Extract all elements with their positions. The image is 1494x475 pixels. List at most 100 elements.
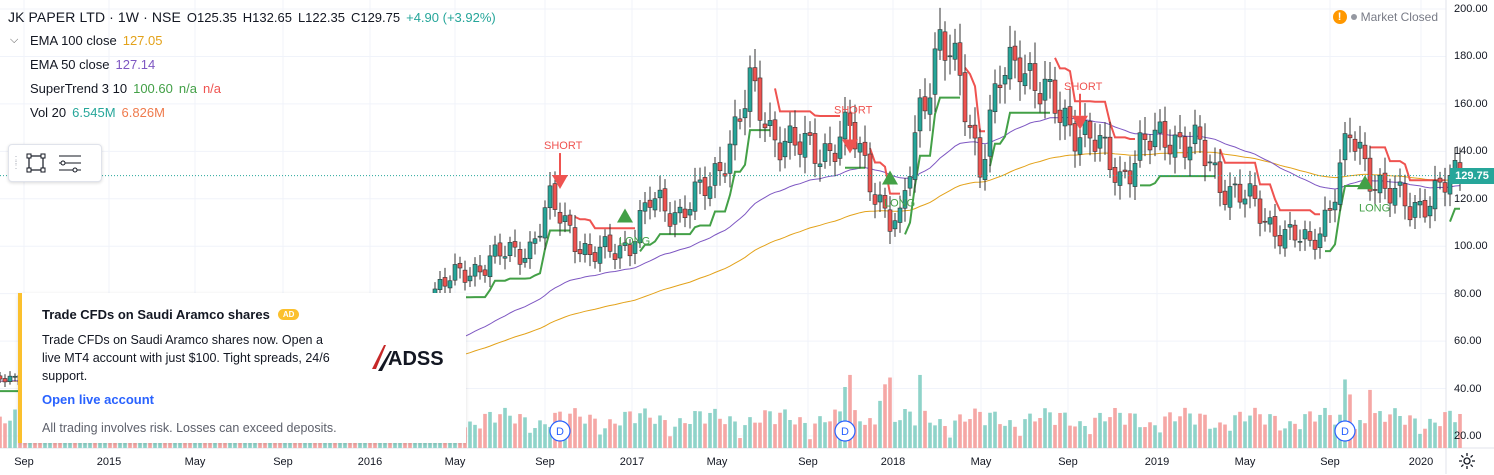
- volume-bar: [3, 423, 7, 448]
- indicator-value: 127.05: [123, 33, 163, 48]
- volume-bar: [1303, 414, 1307, 448]
- price-axis-label: 180.00: [1454, 50, 1488, 62]
- candle-body: [923, 97, 927, 111]
- candle-body: [643, 203, 647, 211]
- drag-handle-icon[interactable]: ⋮⋮: [11, 158, 19, 168]
- volume-bar: [478, 428, 482, 448]
- volume-bar: [1438, 426, 1442, 448]
- volume-bar: [1408, 415, 1412, 448]
- signal-label: SHORT: [1064, 81, 1103, 93]
- candle-body: [928, 98, 932, 114]
- volume-bar: [798, 417, 802, 448]
- candle-body: [1148, 141, 1152, 150]
- volume-bar: [1103, 421, 1107, 448]
- advertisement-card[interactable]: Trade CFDs on Saudi Aramco shares AD Tra…: [18, 293, 466, 443]
- candle-body: [1243, 199, 1247, 204]
- settings-gear-icon[interactable]: [1458, 452, 1476, 470]
- volume-bar: [763, 410, 767, 448]
- volume-bar: [1178, 416, 1182, 448]
- candle-body: [878, 195, 882, 202]
- candle-body: [558, 212, 562, 223]
- volume-bar: [893, 422, 897, 448]
- volume-bar: [953, 421, 957, 448]
- candle-body: [603, 237, 607, 247]
- close-value: C129.75: [351, 10, 400, 25]
- volume-bar: [958, 414, 962, 448]
- candle-body: [463, 270, 467, 282]
- candle-body: [983, 159, 987, 179]
- candle-body: [1313, 240, 1317, 249]
- time-axis-label: Sep: [14, 456, 34, 468]
- ad-title: Trade CFDs on Saudi Aramco shares AD: [42, 307, 299, 322]
- volume-bar: [903, 409, 907, 448]
- candle-body: [1193, 125, 1197, 144]
- volume-bar: [1403, 425, 1407, 448]
- candle-body: [1318, 234, 1322, 248]
- candle-body: [1433, 181, 1437, 209]
- candle-body: [1218, 162, 1222, 193]
- candle-body: [3, 378, 7, 381]
- object-tree-icon[interactable]: [53, 148, 87, 178]
- volume-bar: [1183, 408, 1187, 448]
- volume-bar: [1033, 421, 1037, 448]
- indicator-ema100[interactable]: ⌵ EMA 100 close 127.05: [8, 28, 496, 52]
- candle-body: [893, 221, 897, 229]
- candle-body: [1388, 188, 1392, 203]
- candle-body: [713, 164, 717, 186]
- volume-bar: [1263, 425, 1267, 448]
- candle-body: [1258, 199, 1262, 223]
- candle-body: [1398, 182, 1402, 185]
- candle-body: [1418, 201, 1422, 205]
- candle-body: [868, 154, 872, 192]
- indicator-volume[interactable]: Vol 20 6.545M 6.826M: [8, 100, 496, 124]
- candle-body: [1038, 93, 1042, 104]
- candle-body: [973, 125, 977, 138]
- indicator-ema50[interactable]: EMA 50 close 127.14: [8, 52, 496, 76]
- volume-bar: [508, 416, 512, 448]
- volume-bar: [638, 413, 642, 448]
- candle-body: [1053, 80, 1057, 113]
- volume-bar: [0, 417, 2, 448]
- volume-bar: [743, 425, 747, 448]
- volume-bar: [1243, 421, 1247, 448]
- time-axis-label: 2020: [1409, 456, 1433, 468]
- candle-body: [608, 235, 612, 251]
- candle-body: [1123, 170, 1127, 172]
- time-axis-label: 2019: [1145, 456, 1169, 468]
- volume-bar: [943, 426, 947, 448]
- collapse-chevron-icon[interactable]: ⌵: [10, 34, 24, 47]
- indicator-supertrend[interactable]: SuperTrend 3 10 100.60 n/a n/a: [8, 76, 496, 100]
- volume-bar: [788, 420, 792, 448]
- volume-bar: [1283, 428, 1287, 448]
- volume-bar: [858, 421, 862, 448]
- volume-bar: [573, 408, 577, 448]
- candle-body: [503, 257, 507, 259]
- volume-bar: [753, 423, 757, 448]
- rectangle-tool-icon[interactable]: [19, 148, 53, 178]
- volume-bar: [1158, 432, 1162, 448]
- candle-body: [828, 144, 832, 151]
- volume-bar: [543, 424, 547, 448]
- price-axis-label: 60.00: [1454, 335, 1482, 347]
- candle-body: [1103, 137, 1107, 138]
- candle-body: [513, 241, 517, 247]
- volume-bar: [1273, 416, 1277, 448]
- alert-icon[interactable]: !: [1333, 10, 1347, 24]
- ad-logo-text: ADSS: [388, 348, 444, 370]
- open-account-link[interactable]: Open live account: [42, 392, 154, 407]
- ad-badge: AD: [278, 309, 300, 320]
- volume-bar: [1363, 423, 1367, 448]
- volume-bar: [873, 424, 877, 448]
- candle-body: [1308, 232, 1312, 241]
- candle-body: [993, 84, 997, 112]
- candle-body: [683, 209, 687, 218]
- candle-body: [453, 264, 457, 280]
- indicator-value: 100.60: [133, 81, 173, 96]
- symbol-title[interactable]: JK PAPER LTD · 1W · NSE: [8, 9, 181, 25]
- change-value: +4.90 (+3.92%): [406, 10, 496, 25]
- candle-body: [953, 43, 957, 59]
- volume-bar: [978, 412, 982, 448]
- candle-body: [543, 208, 547, 238]
- candle-body: [1173, 135, 1177, 157]
- candle-body: [583, 243, 587, 254]
